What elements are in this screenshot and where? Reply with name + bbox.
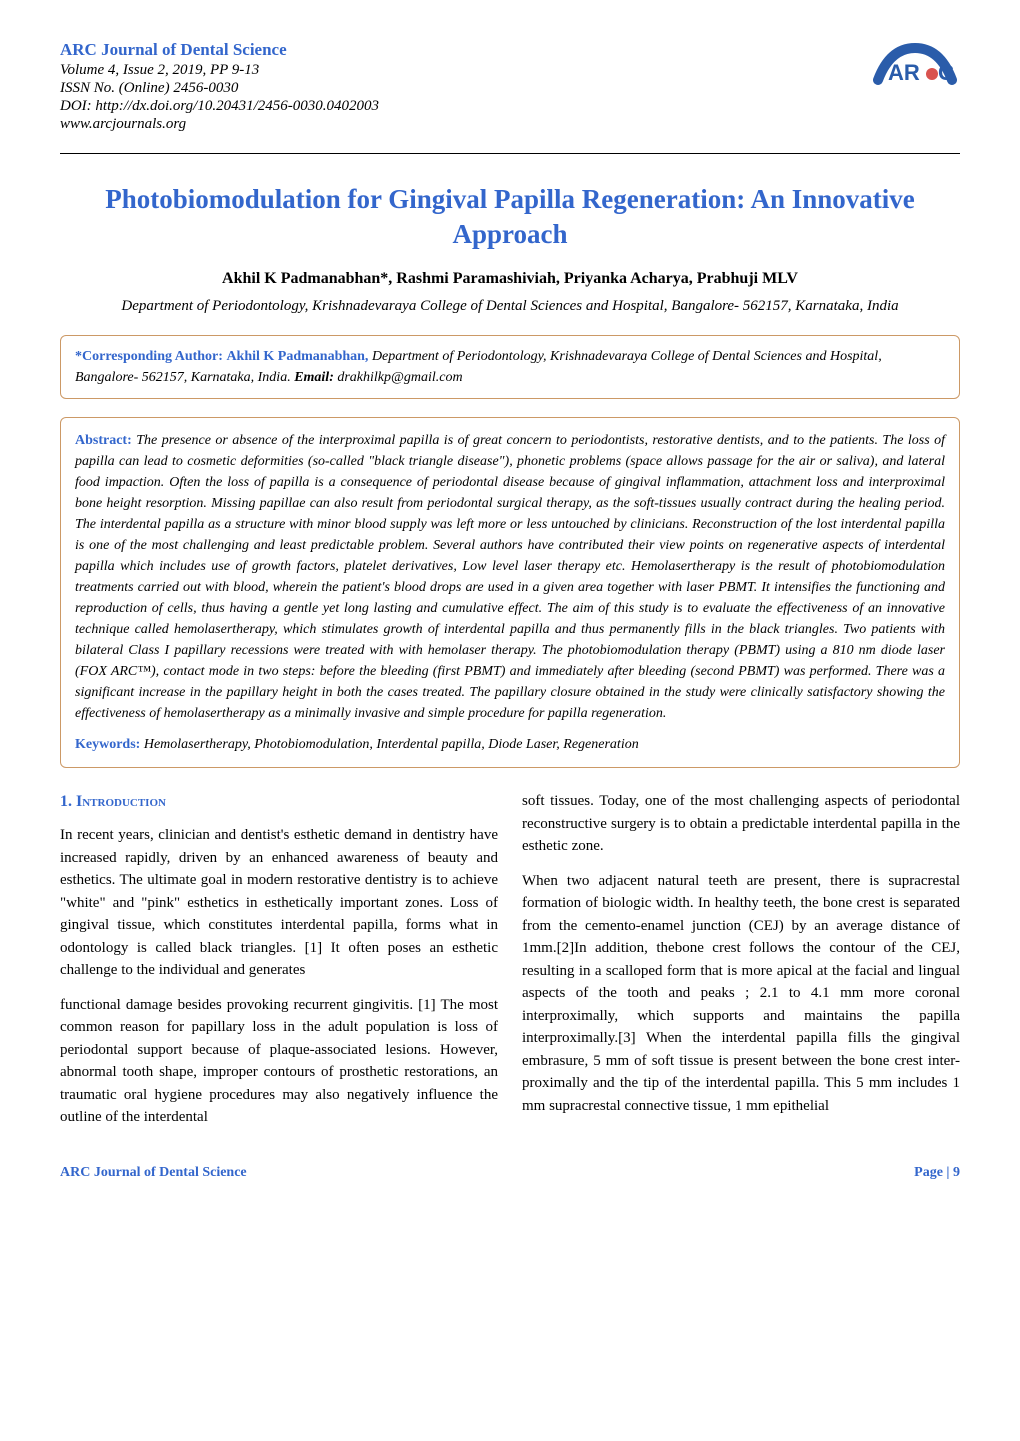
footer-journal: ARC Journal of Dental Science bbox=[60, 1165, 247, 1181]
article-title: Photobiomodulation for Gingival Papilla … bbox=[60, 182, 960, 252]
abstract-box: Abstract: The presence or absence of the… bbox=[60, 417, 960, 768]
volume-issue: Volume 4, Issue 2, 2019, PP 9-13 bbox=[60, 62, 960, 79]
abstract-label: Abstract: bbox=[75, 433, 132, 448]
header: ARC Journal of Dental Science Volume 4, … bbox=[60, 40, 960, 133]
svg-text:AR: AR bbox=[888, 60, 920, 85]
body-paragraph: functional damage besides provoking recu… bbox=[60, 994, 498, 1129]
body-paragraph: soft tissues. Today, one of the most cha… bbox=[522, 790, 960, 858]
body-paragraph: In recent years, clinician and dentist's… bbox=[60, 824, 498, 982]
issn: ISSN No. (Online) 2456-0030 bbox=[60, 80, 960, 97]
corresponding-label: *Corresponding Author: bbox=[75, 349, 223, 364]
footer-page: Page | 9 bbox=[914, 1165, 960, 1181]
publisher-logo: AR C bbox=[870, 40, 960, 95]
footer: ARC Journal of Dental Science Page | 9 bbox=[60, 1165, 960, 1181]
keywords-text: Hemolasertherapy, Photobiomodulation, In… bbox=[144, 737, 639, 752]
section-heading: 1. Introduction bbox=[60, 790, 498, 814]
svg-text:C: C bbox=[938, 60, 954, 85]
corresponding-author-box: *Corresponding Author: Akhil K Padmanabh… bbox=[60, 335, 960, 399]
affiliation: Department of Periodontology, Krishnadev… bbox=[60, 296, 960, 317]
section-number: 1. bbox=[60, 793, 72, 810]
body-paragraph: When two adjacent natural teeth are pres… bbox=[522, 870, 960, 1118]
authors: Akhil K Padmanabhan*, Rashmi Paramashivi… bbox=[60, 270, 960, 288]
corresponding-name: Akhil K Padmanabhan, bbox=[226, 349, 368, 364]
doi: DOI: http://dx.doi.org/10.20431/2456-003… bbox=[60, 98, 960, 115]
header-divider bbox=[60, 153, 960, 154]
journal-name: ARC Journal of Dental Science bbox=[60, 40, 960, 60]
section-heading-text: Introduction bbox=[76, 793, 166, 810]
arc-logo-icon: AR C bbox=[870, 40, 960, 90]
abstract-text: The presence or absence of the interprox… bbox=[75, 433, 945, 721]
body-content: 1. Introduction In recent years, clinici… bbox=[60, 790, 960, 1135]
email-label: Email: bbox=[294, 370, 334, 385]
corresponding-email: drakhilkp@gmail.com bbox=[337, 370, 462, 385]
keywords-label: Keywords: bbox=[75, 737, 140, 752]
website: www.arcjournals.org bbox=[60, 116, 960, 133]
